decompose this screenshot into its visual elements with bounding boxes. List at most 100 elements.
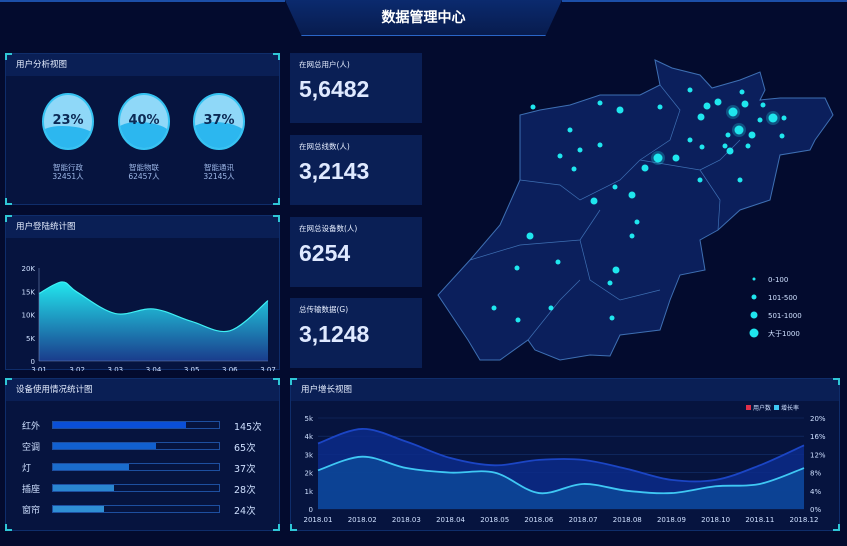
device-count: 65次	[234, 443, 256, 454]
kpi-card: 在网总设备数(人) 6254	[290, 217, 422, 287]
corner-bracket	[833, 524, 840, 531]
x-tick-label: 2018.04	[436, 516, 465, 524]
login-chart-panel: 用户登陆统计图 0 5K 10K 15K 20K 3.01 3.02 3.03 3.04 3.05…	[5, 215, 280, 371]
city-dot	[515, 317, 521, 323]
device-bar-row: 红外 145次	[22, 419, 272, 433]
city-dot	[612, 266, 620, 274]
corner-bracket	[273, 378, 280, 385]
kpi-label: 在网总线数(人)	[299, 142, 350, 151]
y-tick-label: 10K	[22, 312, 36, 320]
city-dot	[768, 113, 778, 123]
x-tick-label: 2018.05	[480, 516, 509, 524]
legend-dot	[750, 311, 758, 319]
corner-bracket	[290, 378, 297, 385]
legend-dot	[751, 294, 757, 300]
city-dot	[628, 191, 636, 199]
y-right-tick: 8%	[810, 470, 821, 478]
ball-label: 智能通讯 32145人	[179, 163, 259, 181]
device-name: 空调	[22, 443, 41, 453]
y-left-tick: 5k	[304, 415, 313, 423]
city-dot	[607, 280, 613, 286]
x-tick-label: 2018.06	[524, 516, 553, 524]
city-dot	[722, 143, 728, 149]
y-left-tick: 1k	[304, 488, 313, 496]
x-tick-label: 3.01	[31, 366, 47, 371]
ball-fill	[120, 121, 168, 148]
x-tick-label: 3.02	[69, 366, 85, 371]
ball-count: 32145人	[203, 172, 235, 181]
city-dot	[597, 100, 603, 106]
legend-dot	[752, 277, 756, 281]
city-dot	[491, 305, 497, 311]
kpi-value: 3,1248	[299, 321, 370, 347]
city-dot	[577, 147, 583, 153]
city-dot	[567, 127, 573, 133]
device-name: 插座	[22, 485, 41, 495]
x-tick-label: 3.07	[260, 366, 276, 371]
map-outline	[437, 59, 834, 361]
city-dot	[726, 147, 734, 155]
kpi-card: 在网总用户(人) 5,6482	[290, 53, 422, 123]
y-left-tick: 0	[309, 506, 313, 514]
legend-label: 增长率	[781, 404, 799, 412]
city-dot	[629, 233, 635, 239]
corner-bracket	[273, 53, 280, 60]
ball-fill	[44, 126, 92, 148]
city-dot	[590, 197, 598, 205]
city-dot	[779, 133, 785, 139]
y-right-tick: 12%	[810, 451, 826, 459]
x-tick-label: 2018.08	[613, 516, 642, 524]
panel-title: 用户增长视图	[291, 379, 839, 401]
city-dot	[612, 184, 618, 190]
device-bar-row: 窗帘 24次	[22, 503, 272, 517]
x-tick-label: 2018.07	[569, 516, 598, 524]
city-dot	[514, 265, 520, 271]
region-map[interactable]: 0-100 101-500 501-1000 大于1000	[430, 52, 847, 367]
city-dot	[699, 144, 705, 150]
device-bar-row: 插座 28次	[22, 482, 272, 496]
device-count: 37次	[234, 464, 256, 475]
header-bar	[285, 0, 562, 36]
corner-bracket	[5, 53, 12, 60]
city-dot	[557, 153, 563, 159]
x-tick-label: 3.06	[222, 366, 238, 371]
city-dot	[657, 104, 663, 110]
x-tick-label: 2018.10	[701, 516, 730, 524]
login-chart: 0 5K 10K 15K 20K 3.01 3.02 3.03 3.04 3.05 3.06 3.07	[22, 265, 276, 371]
ball-name: 智能通讯	[204, 163, 234, 172]
region-border	[579, 239, 661, 301]
device-name: 红外	[22, 422, 41, 432]
x-tick-label: 2018.11	[745, 516, 774, 524]
city-dot	[697, 113, 705, 121]
ball-percent: 23%	[52, 113, 84, 128]
city-dot	[748, 131, 756, 139]
bar-track	[52, 421, 220, 429]
ball-fill	[195, 122, 243, 148]
device-count: 24次	[234, 506, 256, 517]
ball-percent: 37%	[203, 113, 235, 128]
page-title: 数据管理中心	[381, 10, 466, 26]
x-tick-label: 3.03	[108, 366, 124, 371]
corner-bracket	[833, 378, 840, 385]
x-tick-label: 2018.03	[392, 516, 421, 524]
legend-label: 大于1000	[768, 329, 800, 338]
panel-title: 用户登陆统计图	[6, 216, 279, 238]
kpi-value: 3,2143	[299, 158, 370, 184]
legend-swatch	[746, 405, 751, 410]
device-name: 窗帘	[22, 506, 41, 516]
region-border	[699, 169, 721, 231]
city-dot	[745, 143, 751, 149]
bar-fill	[53, 422, 186, 428]
legend-swatch	[774, 405, 779, 410]
ball-percent: 40%	[128, 113, 160, 128]
city-dot	[571, 166, 577, 172]
legend-label: 101-500	[768, 294, 797, 302]
x-tick-label: 2018.09	[657, 516, 686, 524]
city-dot	[757, 117, 763, 123]
ball-name: 智能行政	[53, 163, 83, 172]
ball-label: 智能行政 32451人	[28, 163, 108, 181]
city-dot	[703, 102, 711, 110]
device-name: 灯	[22, 464, 32, 474]
growth-chart-panel: 用户增长视图 0 0% 1k 4% 2k 8% 3k 12% 4k 16% 5k 20% 用户数 增长率 2…	[290, 378, 840, 531]
region-border	[469, 209, 601, 261]
